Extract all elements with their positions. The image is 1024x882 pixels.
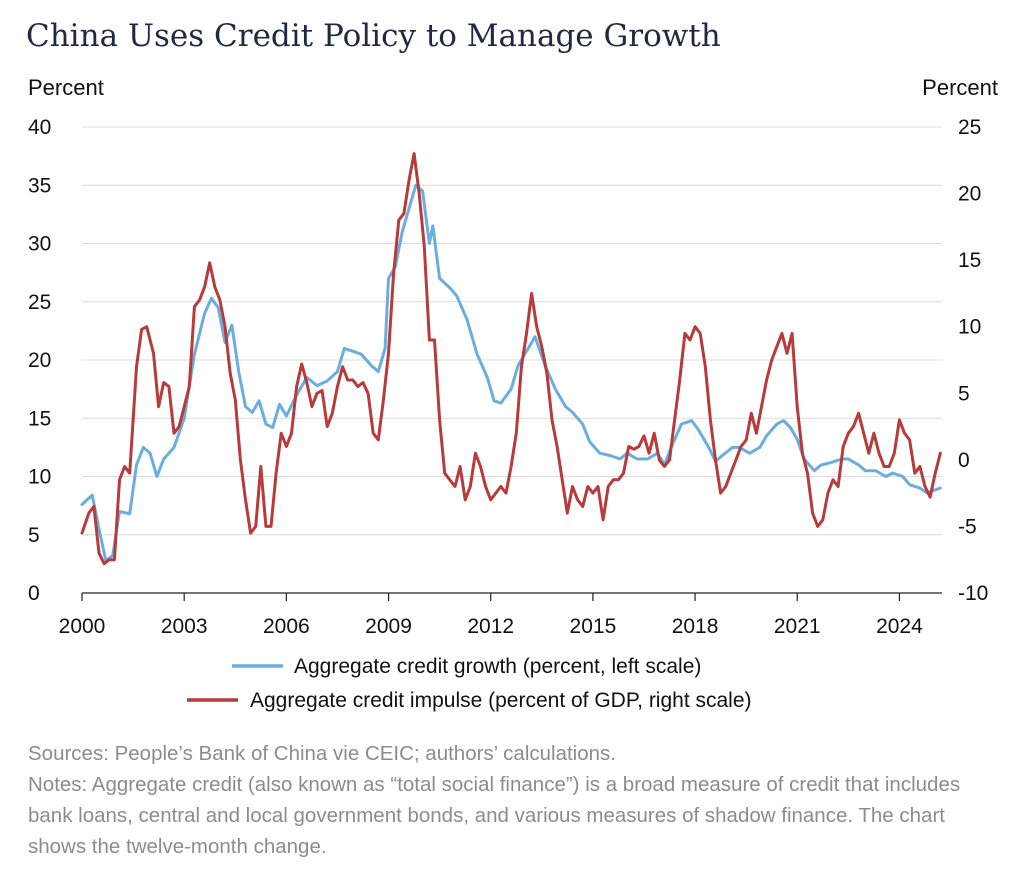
right-tick-label: 10 xyxy=(958,316,981,339)
right-tick-label: -5 xyxy=(958,515,977,538)
right-tick-label: -10 xyxy=(958,582,988,605)
x-tick-label: 2003 xyxy=(161,615,208,638)
left-tick-label: 10 xyxy=(28,466,51,489)
x-tick-label: 2012 xyxy=(467,615,514,638)
chart-notes: Sources: People’s Bank of China vie CEIC… xyxy=(28,738,1003,862)
left-tick-label: 40 xyxy=(28,116,51,139)
left-tick-label: 0 xyxy=(28,582,40,605)
right-tick-label: 15 xyxy=(958,249,981,272)
left-tick-label: 30 xyxy=(28,233,51,256)
right-tick-label: 25 xyxy=(958,116,981,139)
right-axis-unit-label: Percent xyxy=(922,75,998,100)
axes: 0 5 10 15 20 25 30 35 40 -10 -5 0 5 10 15 20 25 Percent Pe… xyxy=(28,75,998,638)
left-axis-unit-label: Percent xyxy=(28,75,104,100)
notes-text: Notes: Aggregate credit (also known as “… xyxy=(28,773,961,858)
sources-text: Sources: People’s Bank of China vie CEIC… xyxy=(28,742,616,765)
chart-title: China Uses Credit Policy to Manage Growt… xyxy=(26,18,721,54)
series-lines xyxy=(80,152,942,566)
right-tick-label: 0 xyxy=(958,449,970,472)
left-tick-label: 35 xyxy=(28,174,51,197)
legend-label: Aggregate credit impulse (percent of GDP… xyxy=(250,689,752,712)
series-line-credit-impulse xyxy=(80,152,942,566)
legend-label: Aggregate credit growth (percent, left s… xyxy=(294,655,701,678)
series-line-credit-growth xyxy=(80,183,942,562)
right-tick-label: 5 xyxy=(958,382,970,405)
x-tick-label: 2006 xyxy=(263,615,310,638)
x-tick-label: 2009 xyxy=(365,615,412,638)
x-tick-label: 2024 xyxy=(876,615,923,638)
line-chart: 0 5 10 15 20 25 30 35 40 -10 -5 0 5 10 15 20 25 Percent Pe… xyxy=(28,75,998,712)
left-tick-label: 25 xyxy=(28,291,51,314)
x-tick-label: 2015 xyxy=(570,615,617,638)
x-tick-label: 2000 xyxy=(59,615,106,638)
left-tick-label: 5 xyxy=(28,524,40,547)
right-tick-label: 20 xyxy=(958,183,981,206)
x-tick-label: 2018 xyxy=(672,615,719,638)
grid-lines xyxy=(82,126,942,536)
left-tick-label: 15 xyxy=(28,407,51,430)
left-tick-label: 20 xyxy=(28,349,51,372)
x-tick-label: 2021 xyxy=(774,615,821,638)
legend: Aggregate credit growth (percent, left s… xyxy=(187,655,752,712)
